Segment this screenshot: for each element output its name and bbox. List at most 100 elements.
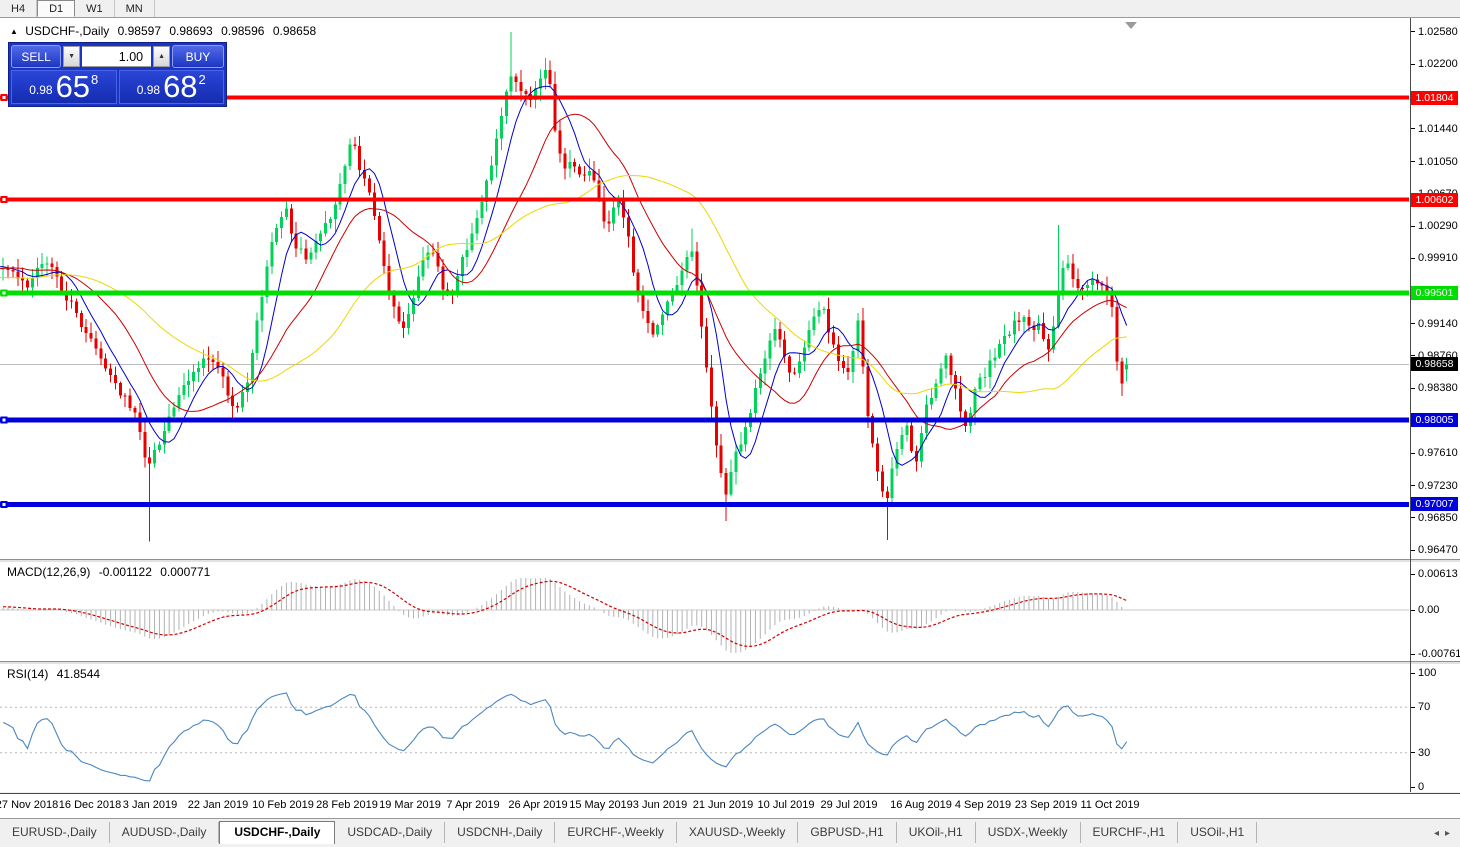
scroll-to-end-icon[interactable] <box>1125 22 1137 29</box>
level-price-label: 1.01804 <box>1411 90 1458 105</box>
level-price-label: 0.99501 <box>1411 286 1458 300</box>
sell-price-box[interactable]: 0.98 65 8 <box>11 70 117 104</box>
price-tick: 1.02580 <box>1411 25 1460 39</box>
current-price-label: 0.98658 <box>1411 357 1458 372</box>
tab-scroll-right-icon[interactable]: ▸ <box>1444 828 1450 839</box>
tick-dash <box>1411 517 1415 519</box>
price-tick: 1.02200 <box>1411 57 1460 71</box>
macd-name: MACD(12,26,9) <box>7 565 91 579</box>
timeframe-tab-d1[interactable]: D1 <box>37 0 76 17</box>
sell-price-prefix: 0.98 <box>29 83 53 97</box>
tick-dash <box>1411 323 1415 325</box>
price-tick: 0.97610 <box>1411 446 1460 460</box>
symbol-tab-eurchf-h1[interactable]: EURCHF-,H1 <box>1081 822 1179 843</box>
bar-high: 0.98693 <box>169 24 213 38</box>
date-tick: 10 Jul 2019 <box>757 799 815 811</box>
chart-title: ▲ USDCHF-,Daily 0.98597 0.98693 0.98596 … <box>10 24 321 38</box>
symbol-tab-usdcnh-daily[interactable]: USDCNH-,Daily <box>445 822 556 843</box>
price-tick: 0.97230 <box>1411 479 1460 493</box>
macd-signal-value: 0.000771 <box>160 565 211 579</box>
price-tick: 0.96850 <box>1411 511 1460 525</box>
date-tick: 16 Aug 2019 <box>890 799 952 811</box>
one-click-trading-panel: SELL ▼ 1.00 ▲ BUY 0.98 65 8 0.98 68 2 <box>8 42 227 107</box>
symbol-tab-gbpusd-h1[interactable]: GBPUSD-,H1 <box>798 822 897 843</box>
price-tick: 0.98380 <box>1411 381 1460 395</box>
symbol-tab-eurusd-daily[interactable]: EURUSD-,Daily <box>0 822 110 843</box>
timeframe-bar: H4 D1 W1 MN <box>0 0 1460 18</box>
sell-price-digits: 65 <box>55 69 91 104</box>
symbol-tab-bar: EURUSD-,Daily AUDUSD-,Daily USDCHF-,Daily U… <box>0 818 1460 844</box>
macd-label: MACD(12,26,9) -0.001122 0.000771 <box>7 565 215 579</box>
bar-low: 0.98596 <box>221 24 265 38</box>
symbol-tab-audusd-daily[interactable]: AUDUSD-,Daily <box>110 822 220 843</box>
price-tick: 0.99910 <box>1411 251 1460 265</box>
sell-button[interactable]: SELL <box>11 45 62 68</box>
tick-dash <box>1411 257 1415 259</box>
tick-dash <box>1411 549 1415 551</box>
date-tick: 16 Dec 2018 <box>58 799 122 811</box>
tick-dash <box>1411 452 1415 454</box>
macd-axis-tick: 0.00 <box>1411 603 1460 617</box>
rsi-axis-tick: 70 <box>1411 700 1460 714</box>
date-tick: 3 Jun 2019 <box>632 799 688 811</box>
date-tick: 26 Apr 2019 <box>508 799 568 811</box>
tick-dash <box>1411 128 1415 130</box>
buy-button[interactable]: BUY <box>171 45 224 68</box>
level-price-label: 1.00602 <box>1411 192 1458 207</box>
buy-price-box[interactable]: 0.98 68 2 <box>118 69 224 104</box>
symbol-tab-usdx-weekly[interactable]: USDX-,Weekly <box>976 822 1081 843</box>
tick-dash <box>1411 161 1415 163</box>
symbol-tab-ukoil-h1[interactable]: UKOil-,H1 <box>897 822 976 843</box>
date-tick: 10 Feb 2019 <box>252 799 314 811</box>
volume-decrease-button[interactable]: ▼ <box>63 46 80 67</box>
date-tick: 11 Oct 2019 <box>1080 799 1140 811</box>
sell-price-pip: 8 <box>91 72 99 87</box>
timeframe-tab-mn[interactable]: MN <box>115 0 155 17</box>
tab-scroll-arrows: ◂ ▸ <box>1434 828 1460 843</box>
symbol-tab-usdchf-daily[interactable]: USDCHF-,Daily <box>219 821 336 844</box>
timeframe-tab-w1[interactable]: W1 <box>75 0 115 17</box>
tick-dash <box>1411 31 1415 33</box>
price-chart-panel[interactable] <box>0 18 1460 559</box>
price-tick: 1.01050 <box>1411 155 1460 169</box>
timeframe-tab-h4[interactable]: H4 <box>0 0 38 17</box>
price-tick: 0.99140 <box>1411 317 1460 331</box>
rsi-axis-tick: 30 <box>1411 746 1460 760</box>
macd-axis-tick: -0.007612 <box>1411 647 1460 661</box>
tick-dash <box>1411 355 1415 357</box>
buy-price-digits: 68 <box>163 69 198 104</box>
date-tick: 21 Jun 2019 <box>692 799 754 811</box>
symbol-tab-eurchf-weekly[interactable]: EURCHF-,Weekly <box>555 822 677 843</box>
rsi-name: RSI(14) <box>7 667 49 681</box>
date-tick: 4 Sep 2019 <box>954 799 1012 811</box>
volume-input[interactable]: 1.00 <box>82 46 152 67</box>
date-tick: 23 Sep 2019 <box>1014 799 1078 811</box>
date-tick: 15 May 2019 <box>569 799 633 811</box>
tab-scroll-left-icon[interactable]: ◂ <box>1433 828 1439 839</box>
collapse-triangle-icon[interactable]: ▲ <box>10 27 18 36</box>
volume-increase-button[interactable]: ▲ <box>153 46 170 67</box>
date-axis[interactable]: 27 Nov 2018 16 Dec 2018 3 Jan 2019 22 Jan 2… <box>0 793 1460 819</box>
symbol-tab-usdcad-daily[interactable]: USDCAD-,Daily <box>335 822 446 843</box>
date-tick: 28 Feb 2019 <box>316 799 378 811</box>
macd-main-value: -0.001122 <box>98 565 152 579</box>
level-price-label: 0.98005 <box>1411 412 1458 427</box>
macd-indicator-panel <box>0 562 1460 661</box>
rsi-indicator-panel <box>0 664 1460 792</box>
tick-dash <box>1411 485 1415 487</box>
buy-price-pip: 2 <box>198 72 206 87</box>
bar-open: 0.98597 <box>117 24 161 38</box>
tick-dash <box>1411 63 1415 65</box>
tick-dash <box>1411 387 1415 389</box>
symbol-tab-usoil-h1[interactable]: USOil-,H1 <box>1178 822 1258 843</box>
rsi-value: 41.8544 <box>56 667 101 681</box>
symbol-tab-xauusd-weekly[interactable]: XAUUSD-,Weekly <box>677 822 799 843</box>
date-tick: 22 Jan 2019 <box>187 799 249 811</box>
date-tick: 3 Jan 2019 <box>122 799 178 811</box>
date-tick: 7 Apr 2019 <box>446 799 500 811</box>
rsi-axis-tick: 100 <box>1411 666 1460 680</box>
price-tick: 1.01440 <box>1411 122 1460 136</box>
date-tick: 29 Jul 2019 <box>820 799 878 811</box>
